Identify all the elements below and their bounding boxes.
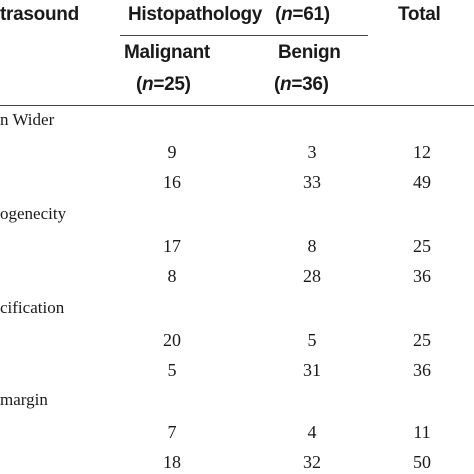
benign-cell: 33: [303, 172, 321, 192]
header-ultrasound: trasound: [0, 4, 79, 25]
benign-cell: 5: [307, 330, 317, 350]
header-total: Total: [398, 4, 441, 25]
total-cell: 11: [413, 422, 431, 442]
total-cell: 12: [413, 142, 431, 162]
header-bottom-rule: [0, 105, 474, 106]
header-benign: Benign: [278, 42, 341, 63]
benign-cell: 32: [303, 452, 321, 472]
benign-cell: 4: [307, 422, 317, 442]
benign-cell: 3: [307, 142, 317, 162]
malignant-cell: 5: [167, 360, 177, 380]
header-malignant-n: (n=25): [136, 74, 191, 95]
benign-cell: 8: [307, 236, 317, 256]
group-label: cification: [0, 298, 65, 317]
malignant-cell: 9: [167, 142, 177, 162]
total-cell: 36: [413, 360, 431, 380]
total-cell: 25: [413, 236, 431, 256]
malignant-cell: 16: [163, 172, 181, 192]
header-benign-n: (n=36): [274, 74, 329, 95]
malignant-cell: 8: [167, 266, 177, 286]
group-label: n Wider: [0, 110, 55, 129]
total-cell: 49: [413, 172, 431, 192]
total-cell: 25: [413, 330, 431, 350]
malignant-cell: 20: [163, 330, 181, 350]
header-malignant: Malignant: [124, 42, 210, 63]
benign-cell: 31: [303, 360, 321, 380]
total-cell: 36: [413, 266, 431, 286]
malignant-cell: 7: [167, 422, 177, 442]
malignant-cell: 18: [163, 452, 181, 472]
header-divider: [120, 35, 368, 36]
total-cell: 50: [413, 452, 431, 472]
malignant-cell: 17: [163, 236, 181, 256]
group-label: ogenecity: [0, 204, 67, 223]
header-histopathology: Histopathology (n=61): [128, 4, 330, 25]
group-label: margin: [0, 390, 48, 409]
benign-cell: 28: [303, 266, 321, 286]
